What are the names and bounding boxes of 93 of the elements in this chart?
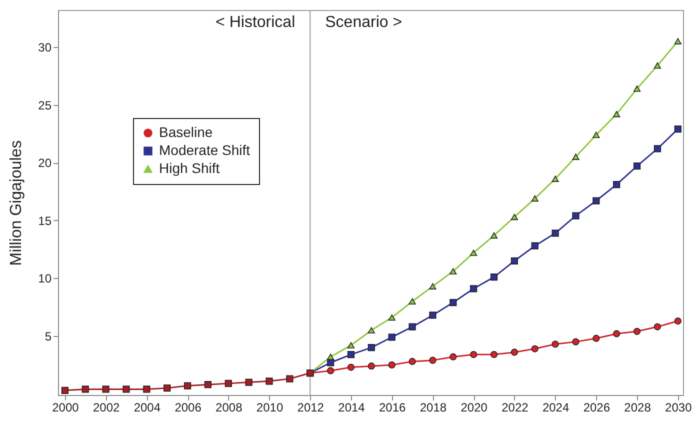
point bbox=[552, 230, 559, 237]
y-tick-label: 25 bbox=[38, 98, 52, 112]
y-tick-label: 5 bbox=[44, 330, 52, 344]
x-tick-label: 2006 bbox=[174, 400, 202, 414]
x-tick-label: 2026 bbox=[583, 400, 610, 414]
point bbox=[286, 375, 294, 382]
point bbox=[654, 323, 662, 330]
point bbox=[204, 381, 212, 388]
point bbox=[592, 334, 600, 342]
x-tick-label: 2024 bbox=[542, 400, 570, 414]
point bbox=[347, 342, 355, 348]
point bbox=[61, 386, 69, 394]
point bbox=[531, 345, 538, 352]
point bbox=[674, 317, 682, 325]
point bbox=[654, 62, 662, 69]
annotation: Scenario > bbox=[325, 14, 402, 31]
point bbox=[450, 353, 457, 360]
point bbox=[184, 382, 192, 390]
point bbox=[510, 348, 518, 356]
y-tick-label: 30 bbox=[38, 40, 52, 54]
annotation: < Historical bbox=[216, 14, 296, 31]
point bbox=[224, 380, 232, 387]
x-tick-label: 2010 bbox=[256, 400, 284, 414]
point bbox=[490, 350, 498, 358]
point bbox=[408, 323, 416, 330]
point bbox=[102, 386, 110, 393]
x-tick-label: 2014 bbox=[338, 400, 366, 414]
point bbox=[368, 327, 375, 334]
x-tick-label: 2022 bbox=[502, 400, 529, 414]
point bbox=[388, 314, 396, 321]
x-tick-label: 2012 bbox=[297, 400, 324, 414]
point bbox=[143, 386, 150, 393]
point bbox=[613, 110, 620, 118]
point bbox=[490, 232, 498, 239]
point bbox=[429, 356, 436, 364]
point bbox=[450, 298, 457, 306]
point bbox=[674, 126, 682, 133]
point bbox=[490, 274, 498, 281]
point bbox=[408, 358, 416, 366]
point bbox=[510, 257, 518, 264]
point bbox=[470, 285, 478, 292]
point bbox=[531, 242, 538, 250]
point bbox=[613, 330, 620, 338]
point bbox=[592, 132, 600, 138]
x-tick-label: 2018 bbox=[420, 400, 447, 414]
point bbox=[347, 350, 355, 358]
point bbox=[368, 344, 375, 352]
point bbox=[531, 195, 538, 202]
point bbox=[613, 181, 620, 188]
point bbox=[122, 386, 130, 393]
point bbox=[326, 367, 334, 374]
legend-label: Moderate Shift bbox=[159, 142, 250, 158]
legend-label: High Shift bbox=[159, 160, 220, 176]
point bbox=[633, 328, 641, 335]
point bbox=[429, 312, 436, 319]
point bbox=[368, 362, 375, 370]
point bbox=[164, 384, 171, 392]
point bbox=[470, 250, 478, 256]
point bbox=[266, 378, 273, 385]
point bbox=[592, 197, 600, 204]
point bbox=[654, 145, 662, 152]
x-tick-label: 2008 bbox=[216, 400, 243, 414]
point bbox=[572, 154, 580, 160]
point bbox=[429, 283, 436, 290]
point bbox=[470, 350, 478, 358]
legend-label: Baseline bbox=[159, 124, 213, 140]
point bbox=[633, 162, 641, 170]
point bbox=[552, 340, 559, 348]
point bbox=[510, 214, 518, 220]
x-tick-label: 2030 bbox=[665, 400, 692, 414]
x-tick-label: 2002 bbox=[92, 400, 120, 414]
point bbox=[388, 334, 396, 341]
point bbox=[326, 354, 334, 360]
x-tick-label: 2020 bbox=[460, 400, 488, 414]
point bbox=[82, 386, 89, 393]
point bbox=[450, 268, 457, 274]
y-tick-label: 20 bbox=[38, 156, 52, 170]
point bbox=[347, 364, 355, 371]
x-tick-label: 2000 bbox=[52, 400, 80, 414]
y-axis-title: Million Gigajoules bbox=[8, 140, 26, 266]
point bbox=[408, 298, 416, 304]
x-tick-label: 2016 bbox=[379, 400, 406, 414]
y-tick-label: 15 bbox=[38, 214, 52, 228]
point bbox=[552, 176, 559, 182]
point bbox=[572, 338, 580, 346]
point bbox=[674, 38, 682, 44]
point bbox=[388, 361, 396, 368]
point bbox=[572, 212, 580, 220]
point bbox=[245, 378, 252, 386]
y-tick-label: 10 bbox=[38, 272, 52, 286]
x-tick-label: 2004 bbox=[134, 400, 161, 414]
point bbox=[633, 85, 641, 92]
x-tick-label: 2028 bbox=[624, 400, 652, 414]
